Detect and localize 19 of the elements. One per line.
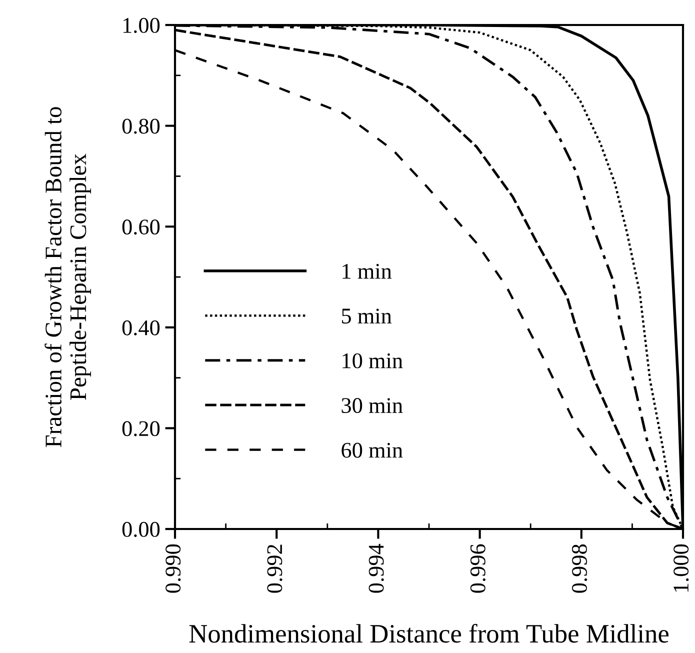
y-tick-label: 0.20: [122, 421, 160, 436]
x-tick-label: 0.992: [267, 544, 282, 593]
y-tick-label: 0.60: [122, 220, 160, 235]
legend-label: 60 min: [342, 442, 403, 458]
y-tick-label: 0.40: [122, 320, 160, 336]
y-axis-title: Fraction of Growth Factor Bound to Peptide-Heparin Complex: [44, 107, 91, 448]
legend-label: 30 min: [342, 398, 403, 414]
legend-label: 10 min: [342, 353, 403, 368]
y-tick-label: 1.00: [123, 18, 160, 34]
x-tick-label: 0.996: [470, 544, 486, 593]
legend-label: 1 min: [342, 264, 392, 279]
x-tick-label: 0.998: [572, 544, 588, 593]
legend-label: 5 min: [342, 308, 392, 324]
x-tick-label: 0.990: [166, 544, 181, 593]
x-tick-label: 1.000: [674, 544, 689, 592]
y-tick-label: 0.00: [122, 522, 160, 538]
x-axis-title: Nondimensional Distance from Tube Midline: [189, 624, 669, 643]
y-tick-label: 0.80: [122, 118, 160, 134]
x-tick-label: 0.994: [368, 544, 384, 593]
